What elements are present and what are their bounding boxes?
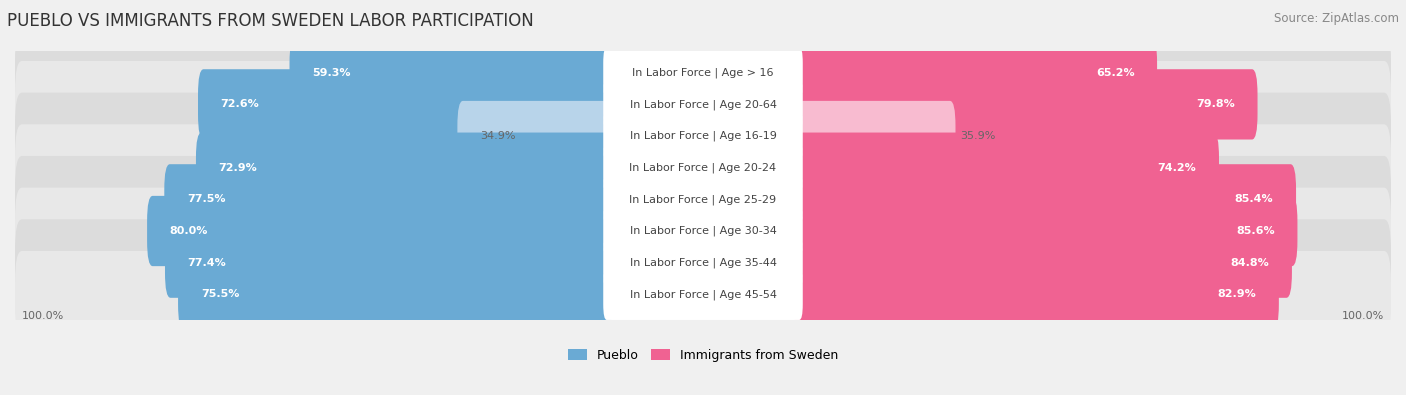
FancyBboxPatch shape	[603, 205, 803, 257]
Text: 85.6%: 85.6%	[1236, 226, 1275, 236]
Text: In Labor Force | Age 20-24: In Labor Force | Age 20-24	[630, 162, 776, 173]
Text: 77.5%: 77.5%	[187, 194, 225, 204]
FancyBboxPatch shape	[603, 79, 803, 130]
FancyBboxPatch shape	[794, 164, 1296, 235]
FancyBboxPatch shape	[198, 69, 612, 139]
FancyBboxPatch shape	[15, 61, 1391, 148]
FancyBboxPatch shape	[15, 124, 1391, 211]
FancyBboxPatch shape	[15, 251, 1391, 338]
FancyBboxPatch shape	[179, 259, 612, 329]
FancyBboxPatch shape	[794, 101, 956, 171]
FancyBboxPatch shape	[290, 38, 612, 108]
FancyBboxPatch shape	[794, 228, 1292, 298]
Text: PUEBLO VS IMMIGRANTS FROM SWEDEN LABOR PARTICIPATION: PUEBLO VS IMMIGRANTS FROM SWEDEN LABOR P…	[7, 12, 534, 30]
Text: In Labor Force | Age 35-44: In Labor Force | Age 35-44	[630, 258, 776, 268]
Text: 79.8%: 79.8%	[1197, 100, 1234, 109]
FancyBboxPatch shape	[15, 29, 1391, 116]
FancyBboxPatch shape	[15, 188, 1391, 275]
Text: 84.8%: 84.8%	[1230, 258, 1270, 268]
Text: 75.5%: 75.5%	[201, 289, 239, 299]
Text: In Labor Force | Age 25-29: In Labor Force | Age 25-29	[630, 194, 776, 205]
Text: 100.0%: 100.0%	[1341, 311, 1384, 321]
FancyBboxPatch shape	[603, 142, 803, 193]
Text: Source: ZipAtlas.com: Source: ZipAtlas.com	[1274, 12, 1399, 25]
FancyBboxPatch shape	[15, 219, 1391, 306]
FancyBboxPatch shape	[457, 101, 612, 171]
Text: In Labor Force | Age 30-34: In Labor Force | Age 30-34	[630, 226, 776, 236]
Text: 77.4%: 77.4%	[187, 258, 226, 268]
FancyBboxPatch shape	[794, 133, 1219, 203]
Text: In Labor Force | Age 16-19: In Labor Force | Age 16-19	[630, 131, 776, 141]
Text: 72.9%: 72.9%	[219, 163, 257, 173]
Text: 74.2%: 74.2%	[1157, 163, 1197, 173]
Text: 80.0%: 80.0%	[170, 226, 208, 236]
FancyBboxPatch shape	[794, 196, 1298, 266]
Text: In Labor Force | Age > 16: In Labor Force | Age > 16	[633, 68, 773, 78]
Text: In Labor Force | Age 20-64: In Labor Force | Age 20-64	[630, 99, 776, 110]
FancyBboxPatch shape	[195, 133, 612, 203]
Text: 35.9%: 35.9%	[960, 131, 995, 141]
FancyBboxPatch shape	[15, 156, 1391, 243]
FancyBboxPatch shape	[15, 93, 1391, 179]
Text: In Labor Force | Age 45-54: In Labor Force | Age 45-54	[630, 289, 776, 299]
FancyBboxPatch shape	[794, 38, 1157, 108]
FancyBboxPatch shape	[603, 47, 803, 98]
Text: 34.9%: 34.9%	[479, 131, 516, 141]
FancyBboxPatch shape	[148, 196, 612, 266]
Text: 72.6%: 72.6%	[221, 100, 260, 109]
Text: 82.9%: 82.9%	[1218, 289, 1256, 299]
Text: 85.4%: 85.4%	[1234, 194, 1274, 204]
Legend: Pueblo, Immigrants from Sweden: Pueblo, Immigrants from Sweden	[568, 349, 838, 362]
FancyBboxPatch shape	[165, 228, 612, 298]
FancyBboxPatch shape	[603, 237, 803, 288]
Text: 65.2%: 65.2%	[1095, 68, 1135, 78]
FancyBboxPatch shape	[794, 69, 1257, 139]
FancyBboxPatch shape	[603, 269, 803, 320]
Text: 100.0%: 100.0%	[22, 311, 65, 321]
Text: 59.3%: 59.3%	[312, 68, 350, 78]
FancyBboxPatch shape	[603, 174, 803, 225]
FancyBboxPatch shape	[603, 110, 803, 162]
FancyBboxPatch shape	[794, 259, 1279, 329]
FancyBboxPatch shape	[165, 164, 612, 235]
